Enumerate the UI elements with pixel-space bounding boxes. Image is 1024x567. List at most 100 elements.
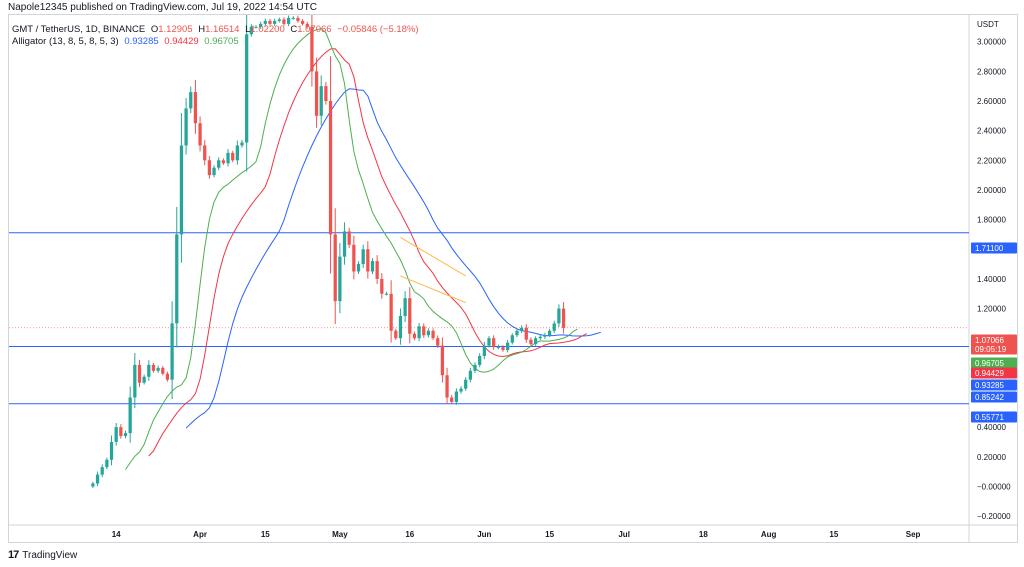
candle-body	[324, 86, 328, 101]
candle	[226, 149, 230, 167]
price-tag-level-high: 1.71100	[971, 242, 1017, 254]
candle	[319, 75, 323, 126]
legend-close: C1.07066	[290, 24, 331, 35]
y-tick-label: 2.80000	[977, 67, 1006, 76]
candle-body	[268, 20, 272, 24]
legend-open-value: 1.12905	[158, 24, 193, 35]
candle	[263, 18, 267, 27]
candle-body	[277, 19, 281, 21]
candle	[100, 464, 104, 478]
y-tick-label: 0.40000	[977, 423, 1006, 432]
candle-body	[515, 330, 519, 336]
candle-body	[482, 345, 486, 356]
price-tag-label: 0.93285	[975, 381, 1004, 390]
price-tag-box	[971, 411, 1017, 423]
candle	[398, 308, 403, 345]
candle	[109, 435, 114, 466]
price-tag-sublabel: 09:05:19	[975, 345, 1007, 354]
candle-body	[464, 379, 468, 389]
candle	[557, 304, 561, 328]
candle	[300, 19, 305, 26]
candle-body	[114, 427, 118, 442]
candle-body	[352, 244, 356, 272]
candle-body	[193, 92, 198, 124]
candle-body	[203, 145, 207, 161]
tradingview-logo[interactable]: 17 TradingView	[8, 549, 77, 561]
y-axis-unit: USDT	[977, 20, 999, 29]
candle	[506, 339, 510, 353]
candle-body	[119, 427, 123, 437]
candle-body	[417, 326, 421, 339]
candle-body	[375, 261, 379, 279]
price-tag-label: 1.07066	[975, 336, 1004, 345]
candle	[473, 362, 477, 373]
price-tag-label: 1.71100	[975, 244, 1004, 253]
legend-lips-value: 0.96705	[204, 36, 239, 47]
candle-body	[347, 231, 351, 245]
candle-body	[394, 330, 398, 339]
candle	[431, 328, 435, 341]
candle	[273, 18, 277, 26]
legend-symbol[interactable]: GMT / TetherUS, 1D, BINANCE	[12, 24, 146, 35]
candle-body	[366, 249, 370, 272]
candle	[464, 377, 468, 391]
candle-body	[426, 330, 431, 336]
candle-body	[538, 336, 542, 339]
candle-body	[249, 26, 253, 35]
candle-body	[380, 278, 384, 294]
price-chart[interactable]: USDT 3.00000 2.80000 2.60000 2.40000 2.20000 2…	[9, 15, 1017, 542]
candle-body	[217, 160, 221, 168]
legend-change: −0.05846 (−5.18%)	[337, 24, 419, 35]
candle-body	[95, 474, 100, 484]
price-tag-jaw-lower: 0.85242	[971, 391, 1017, 403]
candle	[114, 423, 118, 446]
candle	[282, 17, 286, 26]
x-tick-label: 15	[545, 530, 554, 539]
price-tag-label: 0.96705	[975, 359, 1004, 368]
candle-body	[221, 160, 225, 164]
candle	[450, 395, 454, 405]
candle-body	[506, 342, 510, 351]
candle	[352, 235, 356, 280]
price-tag-box	[971, 334, 1017, 355]
candle	[324, 82, 328, 105]
candle-body	[109, 441, 114, 460]
candle	[142, 374, 146, 385]
candle-body	[286, 17, 291, 24]
candle	[538, 334, 542, 341]
x-tick-label: Apr	[193, 530, 207, 539]
candle	[394, 328, 398, 341]
candle	[314, 57, 319, 128]
chart-frame[interactable]: USDT 3.00000 2.80000 2.60000 2.40000 2.20000 2…	[8, 14, 1018, 543]
candle-body	[524, 327, 528, 340]
price-tag-box	[971, 367, 1017, 379]
candle	[482, 341, 486, 360]
candle	[151, 362, 156, 373]
candle-body	[175, 234, 179, 324]
candle-body	[408, 298, 412, 334]
candle	[492, 335, 496, 350]
candle	[175, 207, 179, 348]
candle	[380, 273, 384, 299]
candle	[170, 301, 174, 400]
candle	[189, 86, 193, 114]
candle	[193, 79, 198, 134]
candle-body	[282, 19, 286, 24]
legend-indicator-row: Alligator (13, 8, 5, 8, 5, 3) 0.93285 0.…	[12, 36, 422, 48]
candle-body	[123, 433, 128, 437]
candle-body	[519, 327, 524, 331]
y-tick-label: 1.20000	[977, 305, 1006, 314]
wedge-drawing	[400, 236, 466, 304]
candle	[235, 140, 239, 165]
y-tick-label: 1.80000	[977, 216, 1006, 225]
candle-body	[310, 26, 314, 72]
price-tag-box	[971, 391, 1017, 403]
candle	[468, 367, 472, 383]
legend-indicator-name[interactable]: Alligator (13, 8, 5, 8, 5, 3)	[12, 36, 119, 47]
candle-body	[235, 145, 239, 161]
candle	[459, 386, 463, 394]
candle	[445, 367, 449, 405]
legend-high-value: 1.16514	[205, 24, 240, 35]
candle-body	[529, 339, 533, 345]
